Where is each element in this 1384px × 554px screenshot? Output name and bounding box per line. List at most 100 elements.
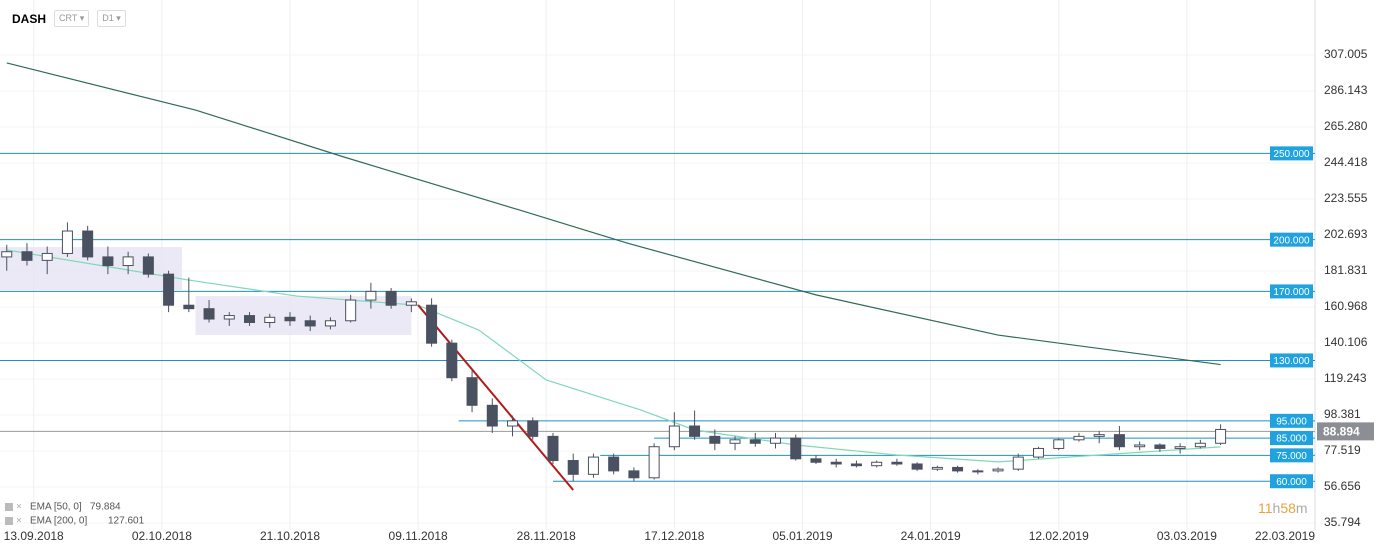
timer-minutes-unit: m <box>1296 500 1308 516</box>
candle-body <box>587 456 599 475</box>
candle <box>628 467 640 482</box>
candle-body <box>952 466 964 472</box>
level-label-box <box>1270 474 1313 489</box>
candle-body <box>304 320 316 327</box>
candle <box>1194 439 1206 449</box>
candle <box>1134 441 1146 451</box>
interval-select[interactable]: D1 ▾ <box>97 10 126 27</box>
timer: 11h58m <box>1258 500 1308 516</box>
candle-body <box>1012 456 1024 470</box>
candle <box>992 467 1004 473</box>
candle <box>729 436 741 451</box>
level-label: 75.000 <box>1276 451 1307 462</box>
candle-body <box>324 320 336 327</box>
x-tick-label: 09.11.2018 <box>389 529 448 543</box>
candle-body <box>790 437 802 460</box>
candle <box>587 453 599 478</box>
candle-body <box>385 290 397 306</box>
ema-line <box>6 62 1221 366</box>
candle <box>183 277 195 313</box>
candle <box>1053 438 1065 451</box>
x-tick-label: 17.12.2018 <box>644 529 704 543</box>
candle-body <box>547 435 559 462</box>
y-tick-label: 223.555 <box>1324 191 1368 205</box>
x-tick-label: 13.09.2018 <box>4 529 64 543</box>
candle <box>41 246 53 275</box>
candle-body <box>1194 442 1206 448</box>
candle <box>1174 443 1186 454</box>
y-tick-label: 160.968 <box>1324 299 1368 313</box>
candle-body <box>163 273 175 306</box>
candle-body <box>41 252 53 261</box>
legend-x: × <box>16 516 22 527</box>
candle <box>1073 432 1085 442</box>
candle-body <box>102 256 114 267</box>
candle-body <box>405 301 417 306</box>
level-label: 170.000 <box>1273 287 1310 298</box>
candle-body <box>830 461 842 465</box>
candle <box>1012 453 1024 471</box>
candle <box>709 429 721 451</box>
candle-body <box>183 304 195 310</box>
legend-value: 127.601 <box>108 516 145 527</box>
candle <box>1154 443 1166 452</box>
group-select[interactable]: CRT ▾ <box>54 10 90 27</box>
candle-body <box>1 251 13 258</box>
candle <box>1215 424 1227 445</box>
y-tick-label: 265.280 <box>1324 119 1368 133</box>
candle-body <box>365 290 377 301</box>
candle-body <box>770 437 782 444</box>
candle-body <box>891 461 903 465</box>
y-tick-label: 140.106 <box>1324 335 1368 349</box>
candle-body <box>264 316 276 323</box>
candle-body <box>122 256 134 267</box>
group: CRT <box>59 13 78 23</box>
candle <box>567 453 579 482</box>
candle-body <box>931 466 943 470</box>
candle <box>830 458 842 468</box>
y-tick-label: 244.418 <box>1324 155 1368 169</box>
candle-body <box>21 251 33 261</box>
candle <box>284 312 296 326</box>
candle <box>850 460 862 468</box>
level-label-box <box>1270 431 1313 446</box>
candle-body <box>507 420 519 427</box>
candle <box>264 313 276 328</box>
y-tick-label: 286.143 <box>1324 83 1368 97</box>
candle-body <box>1215 428 1227 444</box>
candle <box>790 434 802 461</box>
candle-body <box>203 308 215 320</box>
candle-body <box>709 435 721 444</box>
candle-body <box>284 316 296 322</box>
candle-body <box>1113 434 1125 448</box>
interval: D1 <box>102 13 114 23</box>
level-label-box <box>1270 146 1313 161</box>
candle-body <box>426 304 438 344</box>
last-price-box <box>1317 422 1374 441</box>
candle <box>345 294 357 323</box>
candle <box>648 443 660 480</box>
candle-body <box>1174 446 1186 449</box>
candle <box>668 412 680 451</box>
y-tick-label: 77.519 <box>1324 443 1361 457</box>
candle <box>486 398 498 433</box>
candle-body <box>648 446 660 479</box>
candle-body <box>972 470 984 473</box>
legend-x: × <box>16 502 22 513</box>
candle <box>1 244 13 271</box>
ema-line <box>6 249 1221 463</box>
candle-body <box>223 315 235 320</box>
candle-body <box>466 377 478 406</box>
x-tick-label: 24.01.2019 <box>901 529 961 543</box>
level-label-box <box>1270 353 1313 368</box>
candle-body <box>628 470 640 479</box>
candle <box>507 415 519 437</box>
candle <box>102 246 114 275</box>
candle-body <box>486 404 498 427</box>
candle-body <box>911 463 923 470</box>
y-tick-label: 202.693 <box>1324 227 1368 241</box>
level-label: 95.000 <box>1276 416 1307 427</box>
y-tick-label: 98.381 <box>1324 407 1361 421</box>
